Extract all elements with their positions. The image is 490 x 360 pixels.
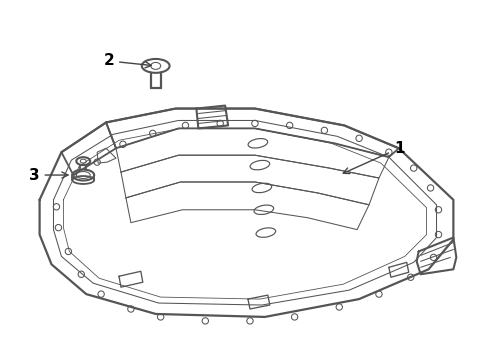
Text: 2: 2	[103, 53, 151, 68]
Text: 3: 3	[29, 167, 68, 183]
Text: 1: 1	[343, 141, 404, 174]
